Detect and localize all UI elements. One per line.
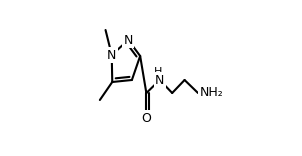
Text: N: N (124, 34, 133, 46)
Text: O: O (141, 112, 151, 124)
Text: NH₂: NH₂ (200, 86, 223, 100)
Text: N: N (155, 73, 165, 86)
Text: H: H (154, 67, 162, 77)
Text: N: N (107, 49, 117, 61)
